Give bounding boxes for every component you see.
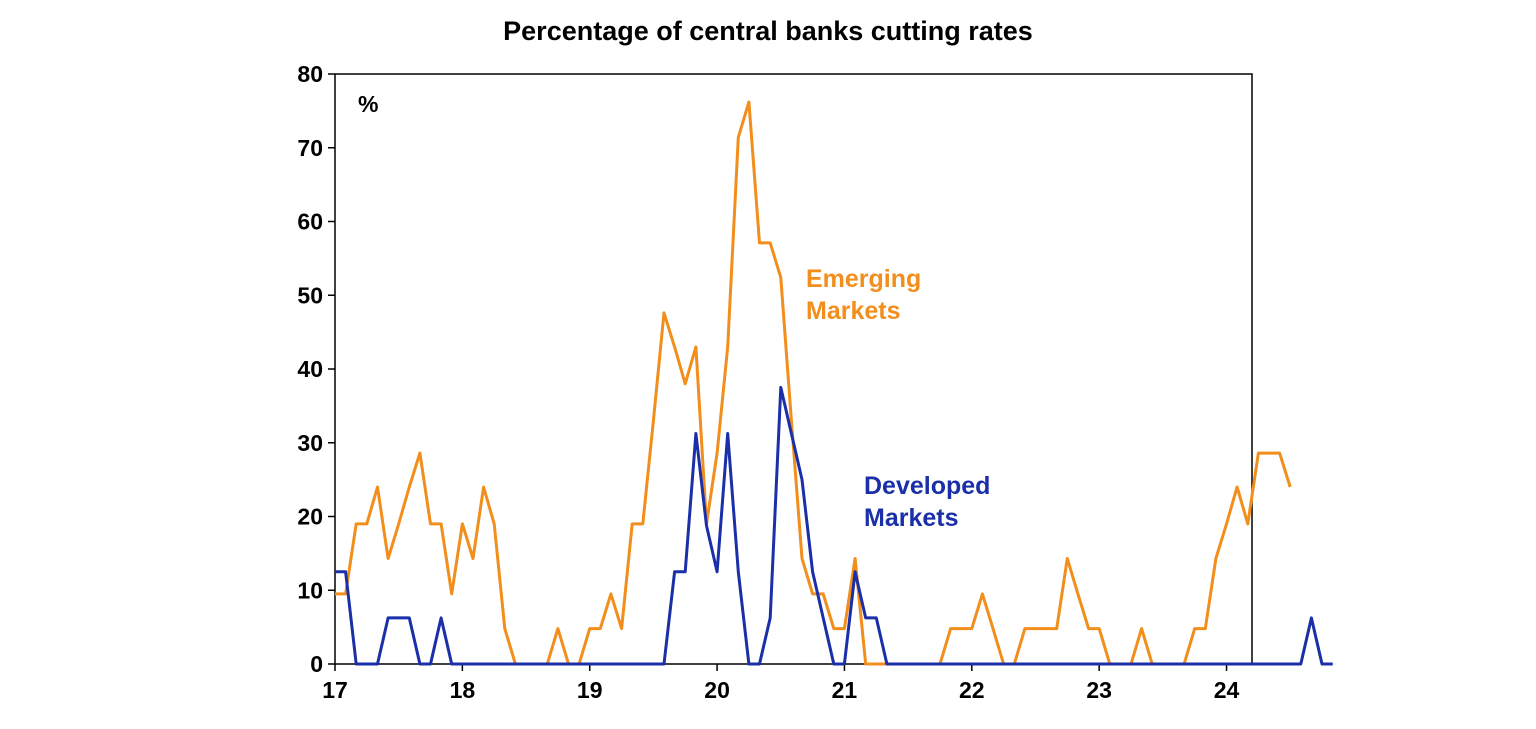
series-label-developed-markets: Developed Markets — [864, 472, 990, 532]
chart-title: Percentage of central banks cutting rate… — [503, 16, 1033, 46]
x-axis: 17 18 19 20 21 22 23 24 — [322, 664, 1240, 703]
y-tick-label: 40 — [297, 356, 323, 382]
series-labels: Emerging Markets Developed Markets — [806, 265, 990, 532]
y-tick-label: 0 — [310, 651, 323, 677]
x-tick-label: 24 — [1214, 677, 1240, 703]
y-tick-label: 10 — [297, 577, 323, 603]
y-tick-label: 70 — [297, 135, 323, 161]
y-tick-label: 50 — [297, 282, 323, 308]
x-tick-label: 22 — [959, 677, 985, 703]
x-tick-label: 19 — [577, 677, 603, 703]
x-tick-label: 23 — [1086, 677, 1112, 703]
x-tick-label: 18 — [450, 677, 476, 703]
y-tick-label: 60 — [297, 209, 323, 235]
y-tick-label: 80 — [297, 61, 323, 87]
y-axis: 0 10 20 30 40 50 60 70 80 — [297, 61, 335, 677]
x-tick-label: 20 — [704, 677, 730, 703]
y-tick-label: 30 — [297, 430, 323, 456]
plot-frame — [334, 73, 1253, 665]
series-line-emerging-markets — [335, 100, 1292, 666]
series-layer — [335, 100, 1333, 666]
unit-label: % — [358, 91, 378, 117]
series-line-developed-markets — [335, 385, 1333, 666]
y-tick-label: 20 — [297, 504, 323, 530]
series-label-emerging-markets: Emerging Markets — [806, 265, 921, 325]
x-tick-label: 21 — [832, 677, 858, 703]
x-tick-label: 17 — [322, 677, 348, 703]
